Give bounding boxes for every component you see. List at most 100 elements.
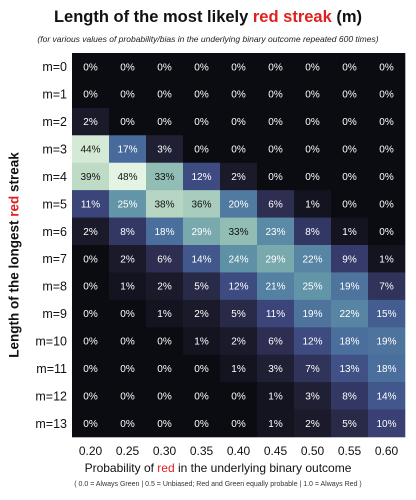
heatmap-cell — [368, 190, 406, 218]
cell-value-label: 0% — [120, 391, 135, 402]
heatmap-cell — [294, 299, 332, 328]
cell-value-label: 0% — [83, 282, 98, 293]
cell-value-label: 1% — [342, 227, 357, 238]
heatmap-cell — [331, 272, 369, 301]
cell-value-label: 1% — [268, 391, 283, 402]
cell-value-label: 3% — [305, 391, 320, 402]
heatmap-cell — [146, 162, 184, 191]
x-tick-label: 0.25 — [116, 444, 140, 458]
cell-value-label: 0% — [194, 62, 209, 73]
cell-value-label: 12% — [228, 282, 248, 293]
cell-value-label: 0% — [305, 117, 320, 128]
heatmap-cell — [109, 80, 147, 109]
heatmap-cell — [294, 354, 332, 383]
heatmap-cell — [146, 272, 184, 301]
cell-value-label: 8% — [305, 227, 320, 238]
cell-value-label: 0% — [157, 364, 172, 375]
cell-value-label: 0% — [268, 145, 283, 156]
cell-value-label: 0% — [157, 419, 172, 430]
heatmap-cell — [257, 245, 295, 273]
cell-value-label: 0% — [83, 419, 98, 430]
heatmap-cell — [331, 190, 369, 218]
heatmap-cell — [220, 409, 258, 438]
cell-value-label: 18% — [376, 364, 396, 375]
cell-value-label: 1% — [157, 309, 172, 320]
cell-value-label: 39% — [80, 172, 100, 183]
heatmap-cell — [368, 80, 406, 109]
cell-value-label: 11% — [81, 199, 100, 210]
cell-value-label: 5% — [231, 309, 246, 320]
x-axis-label: Probability of red in the underlying bin… — [84, 461, 352, 475]
cell-value-label: 0% — [379, 199, 394, 210]
heatmap-cell — [220, 217, 258, 246]
heatmap-cell — [109, 382, 147, 410]
cell-value-label: 19% — [376, 337, 396, 348]
x-tick-label: 0.20 — [79, 444, 103, 458]
heatmap-cell — [368, 409, 406, 438]
heatmap-cell — [146, 409, 184, 438]
heatmap-cell — [368, 354, 406, 383]
cell-value-label: 33% — [228, 227, 248, 238]
y-tick-label: m=11 — [36, 362, 67, 376]
heatmap-cell — [72, 80, 110, 109]
cell-value-label: 0% — [83, 364, 98, 375]
heatmap-cell — [220, 327, 258, 356]
cell-value-label: 0% — [194, 419, 209, 430]
heatmap-cell — [183, 272, 221, 301]
cell-value-label: 0% — [194, 364, 209, 375]
heatmap-cell — [109, 299, 147, 328]
cell-value-label: 0% — [379, 227, 394, 238]
heatmap-cell — [331, 162, 369, 191]
cell-value-label: 0% — [194, 145, 209, 156]
heatmap-cell — [294, 53, 332, 81]
cell-value-label: 1% — [379, 254, 394, 265]
heatmap-cell — [331, 135, 369, 164]
x-tick-label: 0.40 — [227, 444, 251, 458]
cell-value-label: 20% — [228, 199, 248, 210]
cell-value-label: 1% — [120, 282, 135, 293]
heatmap-cell — [146, 190, 184, 218]
cell-value-label: 13% — [339, 364, 359, 375]
cell-value-label: 2% — [120, 254, 135, 265]
heatmap-cell — [109, 217, 147, 246]
cell-value-label: 14% — [376, 391, 396, 402]
chart-subtitle: (for various values of probability/bias … — [37, 34, 379, 44]
heatmap-cell — [331, 354, 369, 383]
heatmap-cell — [183, 107, 221, 136]
cell-value-label: 19% — [339, 282, 359, 293]
cell-value-label: 2% — [231, 172, 246, 183]
heatmap-cell — [368, 217, 406, 246]
cell-value-label: 12% — [302, 337, 322, 348]
heatmap-cell — [257, 162, 295, 191]
heatmap-cell — [220, 190, 258, 218]
cell-value-label: 0% — [268, 172, 283, 183]
y-tick-label: m=13 — [35, 417, 67, 431]
cell-value-label: 36% — [191, 199, 211, 210]
heatmap-cell — [146, 245, 184, 273]
cell-value-label: 0% — [83, 309, 98, 320]
heatmap-cell — [109, 272, 147, 301]
heatmap-cell — [220, 162, 258, 191]
cell-value-label: 0% — [83, 62, 98, 73]
cell-value-label: 3% — [268, 364, 283, 375]
heatmap-cell — [183, 217, 221, 246]
heatmap-cell — [146, 107, 184, 136]
cell-value-label: 0% — [157, 90, 172, 101]
cell-value-label: 1% — [305, 199, 320, 210]
x-tick-label: 0.45 — [264, 444, 288, 458]
heatmap-cell — [294, 217, 332, 246]
cell-value-label: 18% — [154, 227, 174, 238]
heatmap-cell — [368, 107, 406, 136]
heatmap-cell — [257, 327, 295, 356]
heatmap-cell — [331, 382, 369, 410]
heatmap-cell — [146, 53, 184, 81]
heatmap-cell — [146, 299, 184, 328]
heatmap-cell — [146, 354, 184, 383]
heatmap-cell — [220, 299, 258, 328]
heatmap-cell — [368, 327, 406, 356]
cell-value-label: 0% — [305, 172, 320, 183]
heatmap-cell — [331, 327, 369, 356]
cell-value-label: 0% — [342, 117, 357, 128]
heatmap-cell — [72, 245, 110, 273]
heatmap-cell — [257, 135, 295, 164]
